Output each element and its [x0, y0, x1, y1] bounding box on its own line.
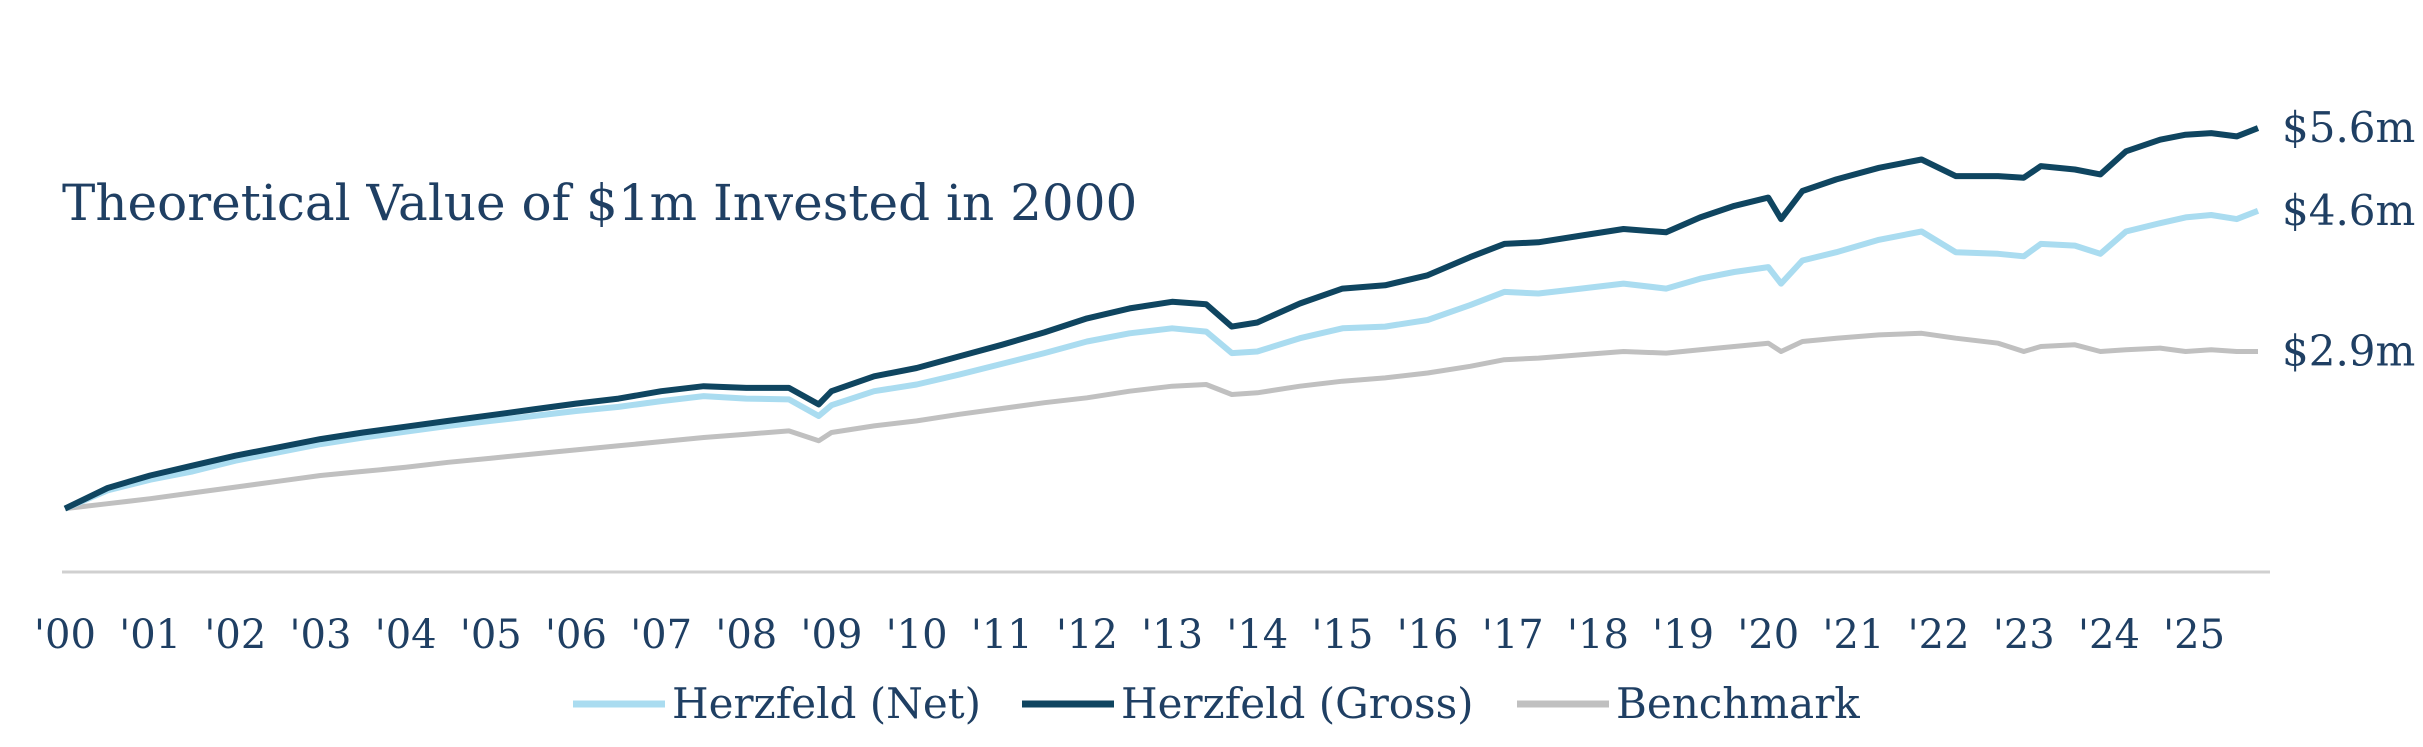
x-tick-label: '13 [1141, 612, 1203, 658]
x-tick-labels: '00 '01 '02 '03 '04 '05 '06 '07 '08 '09 '10 '11 '12 '… [34, 612, 2225, 658]
x-tick-label: '05 [460, 612, 522, 658]
series-line-herzfeld-net [63, 208, 2260, 512]
x-tick-label: '14 [1226, 612, 1288, 658]
legend-label-herzfeld-gross: Herzfeld (Gross) [1121, 679, 1474, 728]
x-tick-label: '15 [1312, 612, 1374, 658]
x-tick-label: '03 [290, 612, 352, 658]
x-tick-label: '08 [715, 612, 777, 658]
legend: Herzfeld (Net) Herzfeld (Gross) Benchmark [573, 679, 1860, 728]
end-value-labels: $4.6m $5.6m $2.9m [2282, 103, 2415, 375]
x-tick-label: '10 [886, 612, 948, 658]
x-tick-label: '25 [2163, 612, 2225, 658]
x-tick-label: '22 [1908, 612, 1970, 658]
x-tick-label: '16 [1397, 612, 1459, 658]
legend-label-benchmark: Benchmark [1616, 679, 1860, 728]
legend-label-herzfeld-net: Herzfeld (Net) [672, 679, 981, 728]
x-tick-label: '07 [630, 612, 692, 658]
end-label-herzfeld-net: $4.6m [2282, 186, 2415, 235]
x-tick-label: '24 [2078, 612, 2140, 658]
x-tick-label: '18 [1567, 612, 1629, 658]
series-layer [63, 125, 2260, 512]
x-tick-label: '20 [1737, 612, 1799, 658]
x-tick-label: '06 [545, 612, 607, 658]
x-tick-label: '21 [1823, 612, 1885, 658]
x-tick-label: '09 [801, 612, 863, 658]
x-tick-label: '02 [204, 612, 266, 658]
x-tick-label: '00 [34, 612, 96, 658]
chart-title: Theoretical Value of $1m Invested in 200… [62, 174, 1137, 232]
x-tick-label: '11 [971, 612, 1033, 658]
x-tick-label: '01 [119, 612, 181, 658]
x-tick-label: '04 [375, 612, 437, 658]
x-tick-label: '23 [1993, 612, 2055, 658]
x-tick-label: '19 [1652, 612, 1714, 658]
series-line-herzfeld-gross [63, 125, 2260, 512]
x-tick-label: '12 [1056, 612, 1118, 658]
x-tick-label: '17 [1482, 612, 1544, 658]
series-line-benchmark [64, 330, 2258, 512]
end-label-herzfeld-gross: $5.6m [2282, 103, 2415, 152]
end-label-benchmark: $2.9m [2282, 326, 2415, 375]
